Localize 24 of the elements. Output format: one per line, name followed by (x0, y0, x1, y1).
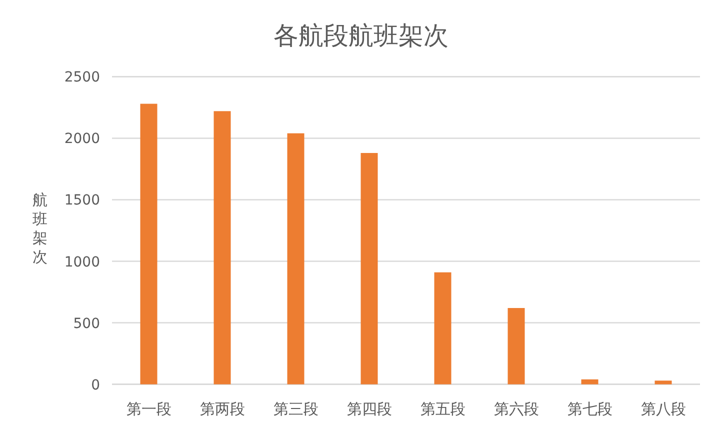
bar (508, 308, 525, 384)
y-tick-label: 0 (91, 377, 100, 394)
x-tick-label: 第八段 (640, 400, 686, 418)
y-axis-title: 航班架次 (32, 191, 48, 266)
bar (654, 380, 672, 384)
y-tick-label: 1500 (64, 192, 100, 209)
bar (287, 133, 304, 384)
x-tick-label: 第七段 (567, 400, 612, 418)
bar (360, 152, 378, 384)
y-tick-label: 500 (73, 316, 100, 332)
bar (434, 272, 452, 384)
x-tick-label: 第六段 (494, 400, 539, 418)
y-tick-label: 2500 (64, 70, 100, 86)
bar (214, 111, 231, 384)
x-tick-label: 第两段 (200, 400, 245, 418)
x-tick-label: 第五段 (420, 400, 466, 418)
bar (581, 379, 598, 384)
x-tick-label: 第一段 (126, 400, 172, 418)
chart-title: 各航段航班架次 (274, 21, 448, 50)
y-tick-label: 1000 (64, 254, 100, 270)
x-tick-label: 第四段 (346, 400, 392, 418)
bar (140, 104, 158, 384)
y-tick-label: 2000 (64, 131, 100, 148)
x-tick-label: 第三段 (273, 400, 318, 418)
